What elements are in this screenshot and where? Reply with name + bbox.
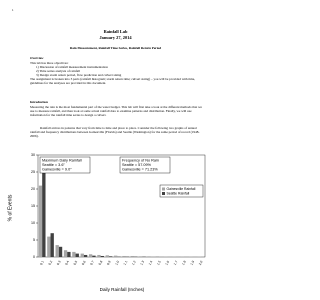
x-tick-label: 0.7 [89, 260, 95, 266]
subtitle: Rain Measurement, Rainfall Time Series, … [69, 46, 162, 50]
annotation: Gainesville = 71.23% [122, 168, 158, 172]
y-tick-label: 10 [31, 221, 35, 225]
bar [58, 246, 63, 257]
x-tick-label: 1.6 [164, 260, 170, 266]
y-tick-label: 5 [33, 238, 35, 242]
x-axis-title: Daily Rainfall (Inches) [100, 287, 145, 292]
bar [55, 245, 59, 257]
y-axis-title: % of Events [7, 194, 13, 221]
bar [83, 254, 88, 257]
legend-box [159, 184, 204, 198]
bar [38, 185, 43, 257]
list-item: 3) Design storm return period, flow pred… [36, 73, 122, 77]
bar [63, 250, 68, 257]
x-tick-label: 1.8 [181, 260, 187, 266]
legend-swatch [162, 192, 165, 195]
list-item: 2) Time series analysis of rainfall [36, 69, 81, 73]
x-tick-label: 1.9 [189, 260, 195, 266]
text: The assignment is broken into 3 parts (r… [30, 77, 196, 86]
heading: Introduction [30, 100, 48, 104]
bar [113, 255, 118, 257]
y-tick-label: 15 [31, 204, 35, 208]
annotation: Gainesville = 9.0" [42, 168, 72, 172]
bar [130, 255, 135, 257]
bar [50, 233, 54, 257]
page: 1 Rainfall Lab January 27, 2014 Rain Mea… [7, 8, 206, 293]
x-tick-label: 1.5 [156, 260, 162, 266]
bar [105, 255, 109, 257]
paragraph: Rainfall arrives in patterns that vary f… [30, 126, 200, 139]
text: This lab has three objectives: [30, 61, 69, 65]
x-tick-label: 0.9 [106, 260, 112, 266]
annotation: Frequency of No Rain [122, 159, 159, 163]
y-tick-label: 25 [31, 170, 35, 174]
bar [42, 165, 46, 257]
paragraph: Measuring the rain is the most fundament… [30, 105, 202, 118]
y-tick-label: 20 [31, 187, 35, 191]
annotation: Seattle = 3.6" [42, 163, 65, 167]
bar [122, 255, 126, 257]
x-tick-label: 0.6 [81, 260, 87, 266]
x-tick-label: 0.8 [98, 260, 104, 266]
legend-label: Seattle Rainfall [167, 191, 190, 195]
y-tick-label: 0 [33, 255, 35, 259]
x-tick-label: 1.7 [173, 260, 179, 266]
y-tick-label: 30 [31, 153, 35, 157]
x-tick-label: 1.0 [114, 260, 120, 266]
annotation: Maximum Daily Rainfall [42, 159, 82, 163]
legend-swatch [162, 187, 165, 191]
x-tick-label: 0.5 [73, 260, 79, 266]
annotation-box [39, 156, 91, 174]
annotation-box [119, 156, 171, 174]
legend-label: Gainesville Rainfall [167, 187, 196, 191]
bar [80, 253, 84, 257]
bar [147, 256, 151, 257]
page-number: 1 [12, 8, 14, 12]
title: Rainfall Lab [103, 29, 128, 34]
x-tick-label: 1.4 [148, 260, 154, 266]
bar [75, 253, 79, 257]
x-tick-label: 0.3 [56, 260, 62, 266]
x-tick-label: 0.2 [48, 260, 54, 266]
bar [47, 236, 51, 257]
bar [67, 251, 71, 257]
bar [72, 251, 76, 257]
x-tick-label: 1.2 [131, 260, 137, 266]
bar [97, 254, 101, 257]
x-tick-label: 0.1 [39, 260, 45, 266]
x-tick-label: 1.1 [123, 260, 129, 266]
bar [155, 256, 160, 257]
date: January 27, 2014 [99, 35, 132, 40]
x-tick-label: 1.3 [139, 260, 145, 266]
heading: Overview [30, 56, 44, 60]
bar [88, 254, 93, 257]
annotation: Seattle = 57.09% [122, 163, 152, 167]
x-tick-label: 2.0 [198, 260, 204, 266]
bar [108, 256, 113, 257]
bar [92, 255, 96, 257]
x-tick-label: 0.4 [64, 260, 70, 266]
bar [139, 256, 143, 257]
bar [100, 255, 104, 257]
list-item: 1) Discussion of rainfall measurement in… [36, 65, 108, 69]
chart: % of Events Daily Rainfall (Inches) 0 5 10… [7, 153, 206, 292]
